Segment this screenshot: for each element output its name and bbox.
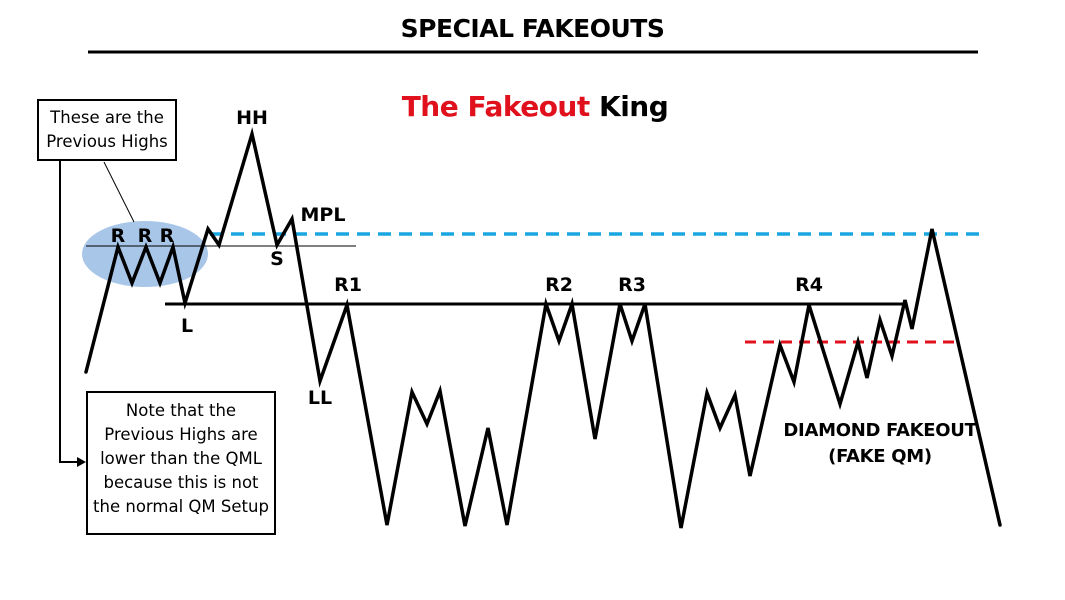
note-line2: Previous Highs are <box>104 425 258 444</box>
previous-highs-callout: These are the Previous Highs <box>37 99 177 161</box>
callout-connector <box>59 161 78 463</box>
label-r4: R4 <box>795 274 823 296</box>
label-l: L <box>180 315 194 337</box>
note-line3: lower than the QML <box>100 449 262 468</box>
label-mpl: MPL <box>300 204 346 226</box>
note-line5: the normal QM Setup <box>93 497 269 516</box>
diamond-fakeout-line2: (FAKE QM) <box>828 446 932 467</box>
label-r1: R1 <box>334 274 362 296</box>
label-s: S <box>270 248 284 270</box>
label-r-left: R <box>110 225 126 247</box>
subtitle-black-part: King <box>589 90 669 123</box>
label-hh: HH <box>236 107 268 129</box>
note-line4: because this is not <box>103 473 259 492</box>
label-r3: R3 <box>618 274 646 296</box>
diamond-fakeout-line1: DIAMOND FAKEOUT <box>783 420 977 441</box>
chart-subtitle: The Fakeout King <box>340 90 730 123</box>
callout-connector-arrowhead <box>77 457 86 467</box>
label-r-middle: R <box>137 225 153 247</box>
subtitle-red-part: The Fakeout <box>401 90 591 123</box>
note-callout: Note that the Previous Highs are lower t… <box>86 391 276 535</box>
previous-highs-pointer <box>103 161 135 223</box>
page-title: SPECIAL FAKEOUTS <box>400 14 665 43</box>
label-r-right: R <box>159 225 175 247</box>
label-r2: R2 <box>545 274 573 296</box>
label-ll: LL <box>307 387 333 409</box>
previous-highs-callout-line2: Previous Highs <box>46 132 168 151</box>
note-line1: Note that the <box>125 401 237 420</box>
previous-highs-callout-line1: These are the <box>50 108 164 127</box>
diamond-fakeout-annotation: DIAMOND FAKEOUT (FAKE QM) <box>760 418 1000 470</box>
price-action-line <box>84 127 1002 529</box>
